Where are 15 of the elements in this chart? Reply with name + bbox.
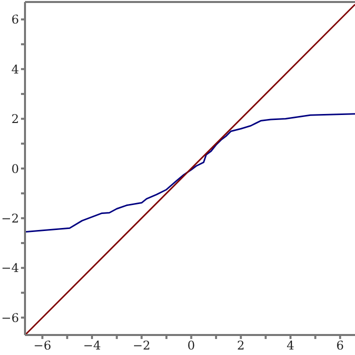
y-tick-label: 4 bbox=[11, 62, 20, 76]
y-tick-label: 0 bbox=[11, 162, 19, 176]
line-series bbox=[25, 113, 355, 233]
x-tick-label: 0 bbox=[187, 338, 196, 353]
y-tick-label: −6 bbox=[1, 310, 19, 325]
x-tick-label: −4 bbox=[83, 338, 102, 353]
y-tick-label: 2 bbox=[11, 112, 19, 126]
y-tick-label: −2 bbox=[1, 211, 19, 226]
y-tick-label: 6 bbox=[11, 12, 19, 27]
x-tick-label: −2 bbox=[132, 338, 150, 353]
x-tick-label: 6 bbox=[336, 338, 344, 353]
x-tick-label: −6 bbox=[34, 338, 52, 353]
x-tick-label: 2 bbox=[237, 338, 245, 353]
y-tick-label: −4 bbox=[1, 261, 20, 276]
x-tick-label: 4 bbox=[286, 338, 295, 353]
